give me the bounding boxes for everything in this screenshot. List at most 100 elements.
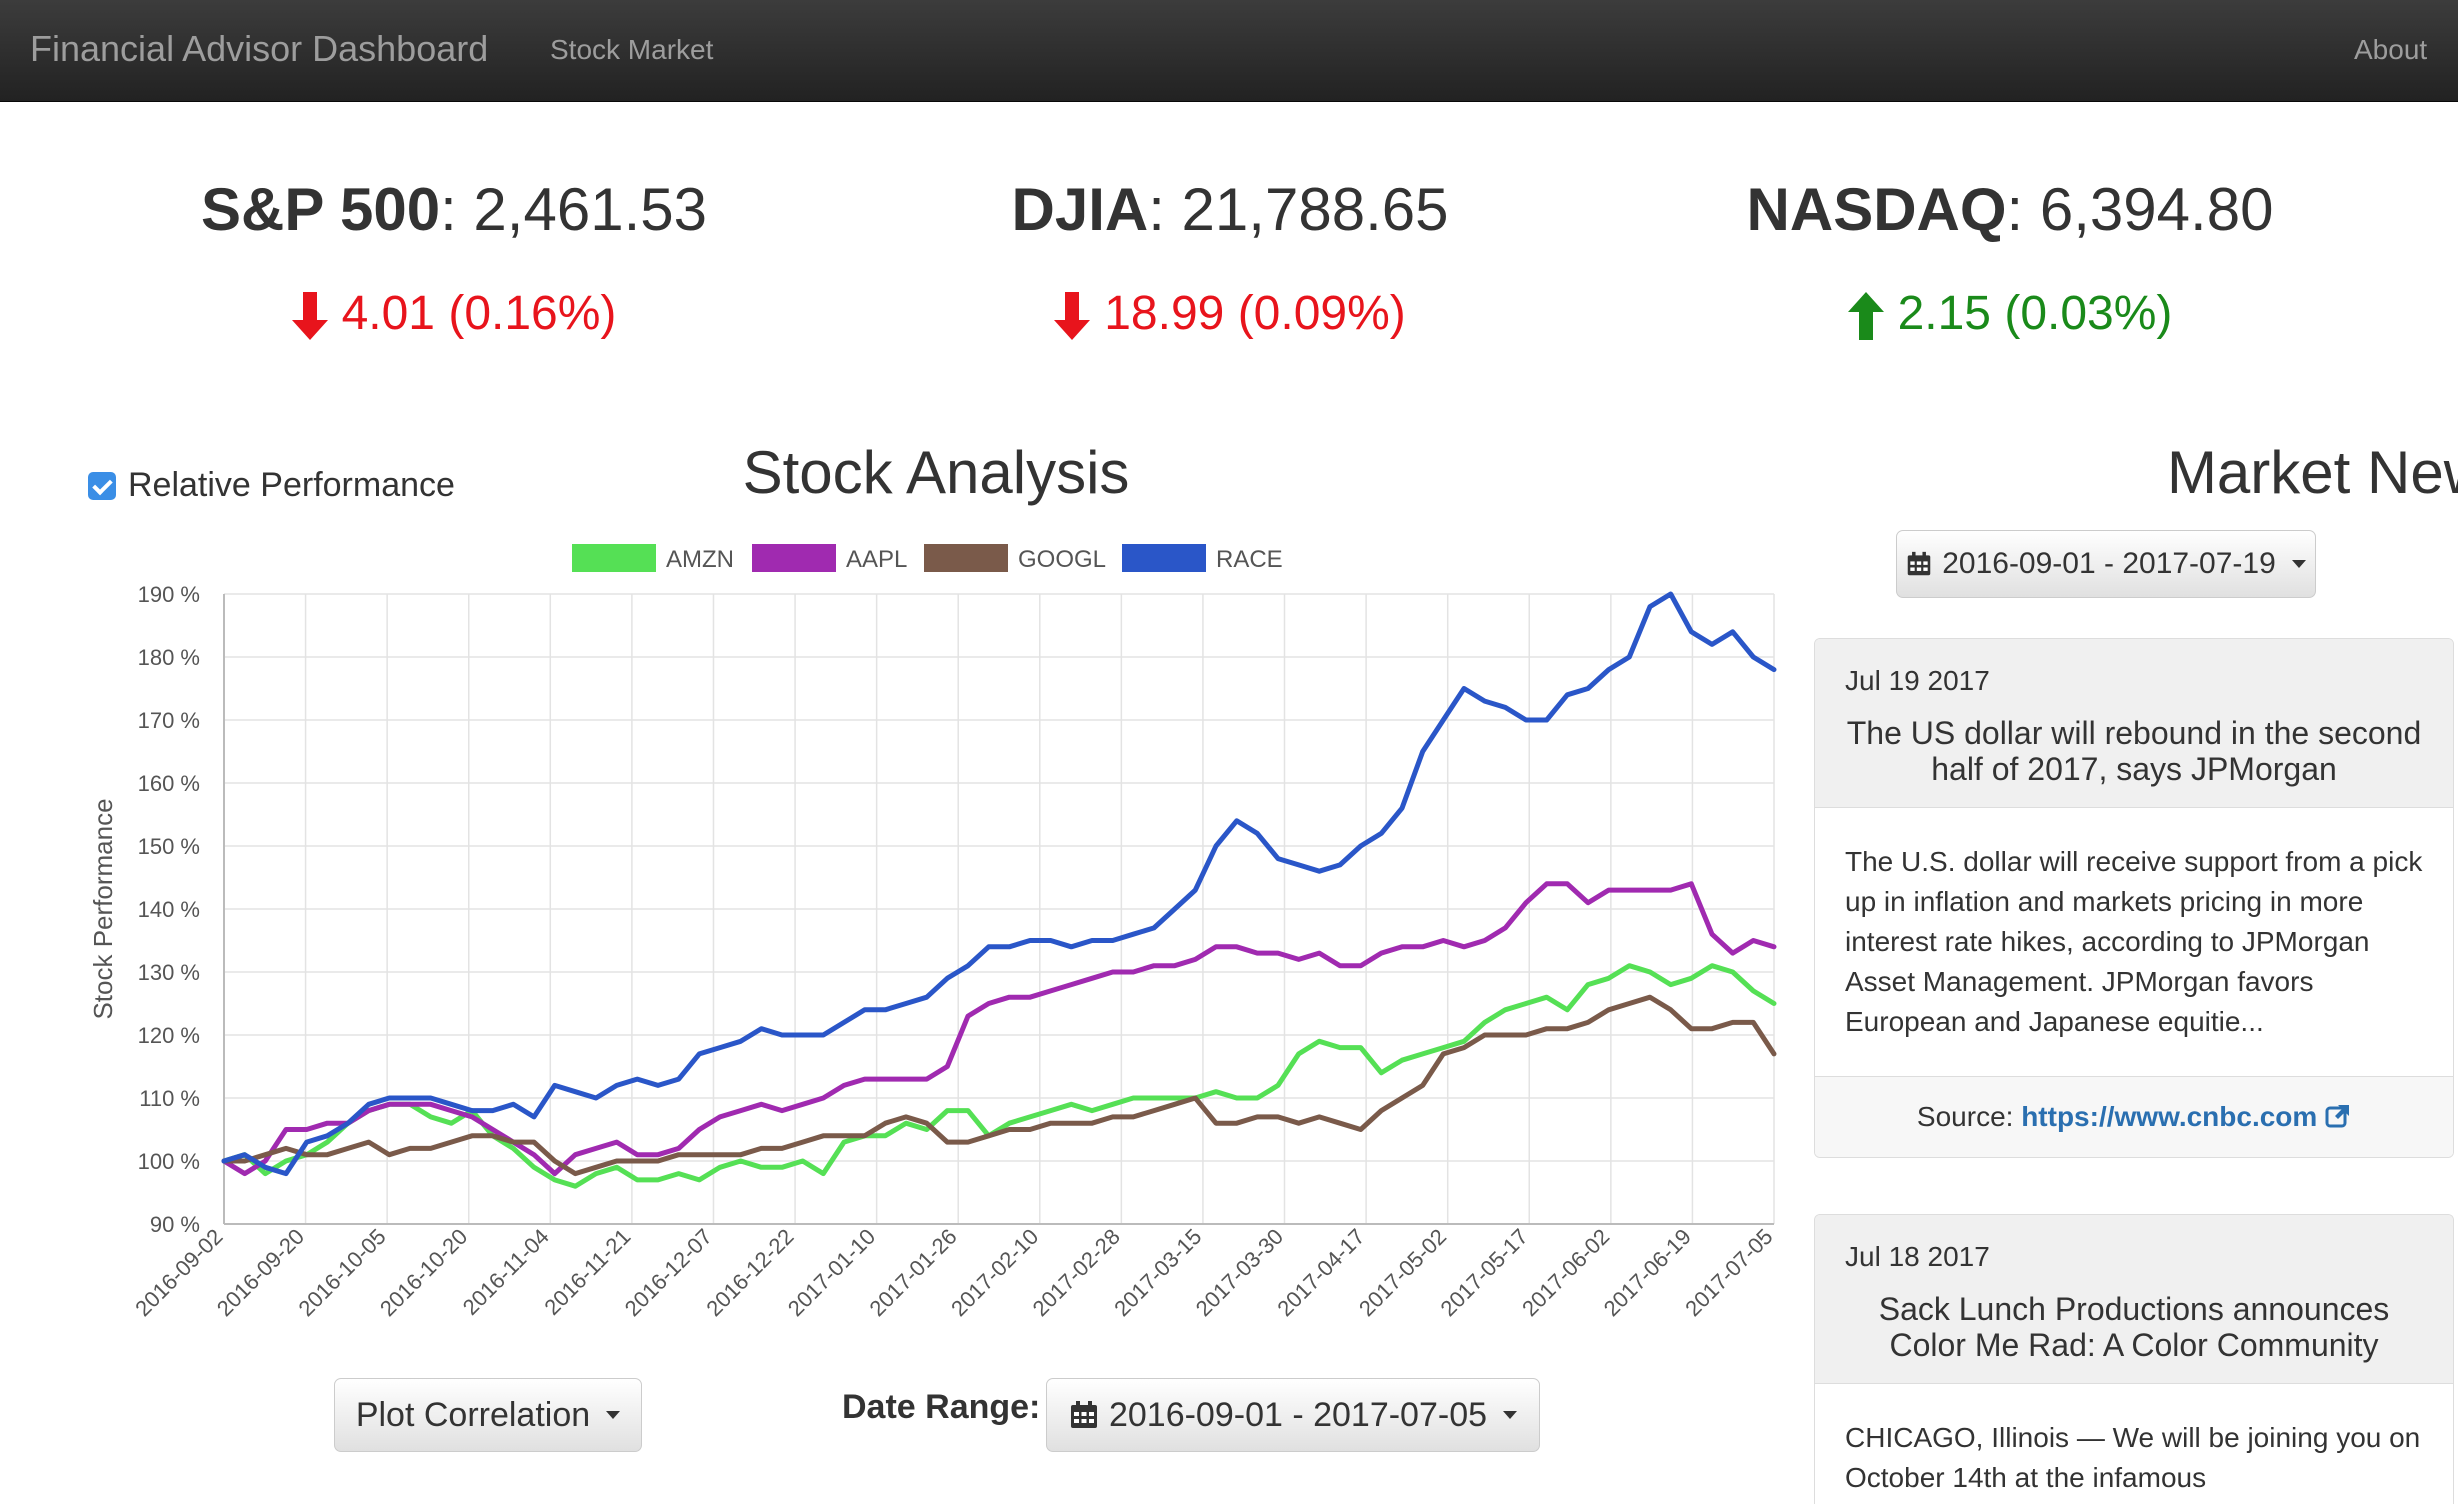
change-value: 2.15 (0.03%) xyxy=(1897,287,2173,340)
news-card-header: Jul 18 2017 Sack Lunch Productions annou… xyxy=(1815,1215,2453,1384)
x-tick-label: 2016-09-02 xyxy=(130,1224,227,1321)
series-line-googl xyxy=(221,994,1777,1177)
x-tick-label: 2017-01-10 xyxy=(783,1224,880,1321)
caret-down-icon xyxy=(1503,1411,1518,1419)
news-headline[interactable]: The US dollar will rebound in the second… xyxy=(1846,715,2422,787)
news-date: Jul 18 2017 xyxy=(1845,1241,1990,1272)
external-link-icon[interactable] xyxy=(2325,1103,2351,1129)
news-card: Jul 18 2017 Sack Lunch Productions annou… xyxy=(1814,1214,2454,1504)
news-source: Source: https://www.cnbc.com xyxy=(1815,1076,2453,1157)
x-tick-label: 2016-10-05 xyxy=(293,1224,390,1321)
x-tick-label: 2017-02-10 xyxy=(946,1224,1043,1321)
index-change-djia: 18.99 (0.09%) xyxy=(880,286,1580,341)
x-tick-label: 2017-02-28 xyxy=(1028,1224,1125,1321)
x-tick-label: 2016-12-07 xyxy=(620,1224,717,1321)
legend-label: AAPL xyxy=(846,546,907,573)
x-tick-label: 2017-06-19 xyxy=(1599,1224,1696,1321)
series-line-race xyxy=(221,591,1777,1177)
navbar: Financial Advisor Dashboard Stock Market… xyxy=(0,0,2458,102)
x-tick-label: 2016-11-04 xyxy=(458,1224,554,1320)
news-card: Jul 19 2017 The US dollar will rebound i… xyxy=(1814,638,2454,1158)
news-date-range-value: 2016-09-01 - 2017-07-19 xyxy=(1942,547,2276,580)
x-tick-label: 2017-04-17 xyxy=(1272,1224,1369,1321)
y-tick-label: 190 % xyxy=(138,582,200,607)
index-change-nasdaq: 2.15 (0.03%) xyxy=(1660,286,2360,341)
x-tick-label: 2016-09-20 xyxy=(212,1224,309,1321)
legend-swatch xyxy=(1122,544,1206,572)
legend-label: AMZN xyxy=(666,546,734,573)
relative-performance-checkbox[interactable] xyxy=(88,472,116,500)
chart-date-range-button[interactable]: 2016-09-01 - 2017-07-05 xyxy=(1046,1378,1540,1452)
relative-performance-toggle[interactable]: Relative Performance xyxy=(88,466,455,505)
nav-stock-market[interactable]: Stock Market xyxy=(550,34,714,65)
chart-date-range-value: 2016-09-01 - 2017-07-05 xyxy=(1108,1395,1488,1434)
nav-about[interactable]: About xyxy=(2354,34,2428,65)
x-tick-label: 2017-05-02 xyxy=(1354,1224,1451,1321)
x-tick-label: 2017-06-02 xyxy=(1517,1224,1614,1321)
x-tick-label: 2017-03-15 xyxy=(1109,1224,1206,1321)
market-news-title: Market News xyxy=(2166,439,2458,506)
index-value: 21,788.65 xyxy=(1181,176,1449,243)
change-value: 18.99 (0.09%) xyxy=(1104,287,1406,340)
index-value: 6,394.80 xyxy=(2039,176,2274,243)
legend-swatch xyxy=(924,544,1008,572)
index-sp500: S&P 500: 2,461.53 xyxy=(201,176,707,243)
legend-item-aapl: AAPL xyxy=(752,544,907,573)
calendar-icon xyxy=(1070,1401,1097,1428)
y-tick-label: 130 % xyxy=(138,960,200,985)
change-value: 4.01 (0.16%) xyxy=(341,287,617,340)
arrow-up-icon xyxy=(1847,292,1884,341)
news-card-header: Jul 19 2017 The US dollar will rebound i… xyxy=(1815,639,2453,808)
legend-label: RACE xyxy=(1216,546,1283,573)
y-tick-label: 110 % xyxy=(139,1086,200,1111)
legend-swatch xyxy=(752,544,836,572)
caret-down-icon xyxy=(2291,560,2306,568)
y-tick-label: 170 % xyxy=(138,708,200,733)
legend-item-amzn: AMZN xyxy=(572,544,734,573)
arrow-down-icon xyxy=(291,292,328,341)
index-name: NASDAQ xyxy=(1746,176,2007,243)
news-date-range-button[interactable]: 2016-09-01 - 2017-07-19 xyxy=(1896,530,2316,598)
index-name: DJIA xyxy=(1011,176,1149,243)
y-tick-label: 100 % xyxy=(138,1149,200,1174)
series-line-aapl xyxy=(221,881,1777,1177)
index-value: 2,461.53 xyxy=(473,176,707,243)
index-nasdaq: NASDAQ: 6,394.80 xyxy=(1746,176,2274,243)
plot-correlation-button[interactable]: Plot Correlation xyxy=(334,1378,642,1452)
x-tick-label: 2017-07-05 xyxy=(1680,1224,1777,1321)
arrow-down-icon xyxy=(1054,292,1091,341)
brand-link[interactable]: Financial Advisor Dashboard xyxy=(30,28,489,69)
legend-label: GOOGL xyxy=(1018,546,1106,573)
legend-swatch xyxy=(572,544,656,572)
y-tick-label: 120 % xyxy=(138,1023,200,1048)
relative-performance-label: Relative Performance xyxy=(128,466,455,504)
stock-analysis-title: Stock Analysis xyxy=(742,439,1130,506)
news-summary: CHICAGO, Illinois — We will be joining y… xyxy=(1845,1422,2421,1493)
news-source-label: Source: xyxy=(1916,1101,2014,1132)
x-tick-label: 2016-12-22 xyxy=(701,1224,798,1321)
calendar-icon xyxy=(1907,551,1931,576)
caret-down-icon xyxy=(606,1411,621,1419)
news-headline[interactable]: Sack Lunch Productions announces Color M… xyxy=(1878,1291,2390,1363)
x-tick-label: 2017-05-17 xyxy=(1436,1224,1533,1321)
x-tick-label: 2017-01-26 xyxy=(864,1224,961,1321)
y-tick-label: 140 % xyxy=(138,897,200,922)
index-name: S&P 500 xyxy=(201,176,441,243)
news-source-link[interactable]: https://www.cnbc.com xyxy=(2021,1101,2318,1132)
stock-performance-chart: 90 % 100 % 110 % 120 % 130 % 140 % 150 % 160 % 1… xyxy=(88,544,1778,1321)
y-tick-label: 160 % xyxy=(138,771,200,796)
x-tick-label: 2017-03-30 xyxy=(1191,1224,1288,1321)
legend-item-race: RACE xyxy=(1122,544,1283,573)
y-tick-label: 90 % xyxy=(150,1212,200,1237)
y-tick-label: 180 % xyxy=(138,645,200,670)
y-axis-label: Stock Performance xyxy=(88,798,118,1019)
news-summary: The U.S. dollar will receive support fro… xyxy=(1845,846,2423,1037)
index-change-sp500: 4.01 (0.16%) xyxy=(104,286,804,341)
plot-correlation-label: Plot Correlation xyxy=(355,1395,591,1434)
date-range-label: Date Range: xyxy=(842,1388,1041,1426)
legend-item-googl: GOOGL xyxy=(924,544,1106,573)
index-djia: DJIA: 21,788.65 xyxy=(1011,176,1449,243)
news-date: Jul 19 2017 xyxy=(1845,665,1990,696)
x-tick-label: 2016-10-20 xyxy=(375,1224,472,1321)
y-tick-label: 150 % xyxy=(138,834,200,859)
